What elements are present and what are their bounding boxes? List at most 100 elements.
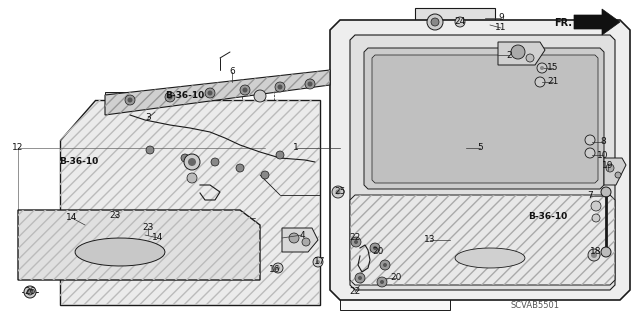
Circle shape [540, 66, 544, 70]
Polygon shape [105, 70, 330, 115]
Text: 14: 14 [152, 234, 164, 242]
Text: 24: 24 [454, 18, 466, 26]
Polygon shape [350, 195, 615, 285]
Circle shape [332, 186, 344, 198]
Circle shape [276, 266, 280, 270]
Text: 15: 15 [547, 63, 559, 72]
Circle shape [168, 94, 173, 100]
Circle shape [380, 260, 390, 270]
Polygon shape [350, 35, 615, 290]
Circle shape [354, 240, 358, 244]
Text: B-36-10: B-36-10 [59, 158, 98, 167]
Polygon shape [455, 248, 525, 268]
Circle shape [273, 263, 283, 273]
Text: FR.: FR. [554, 18, 572, 28]
Circle shape [184, 154, 200, 170]
Text: 12: 12 [12, 144, 24, 152]
Circle shape [313, 257, 323, 267]
Circle shape [601, 247, 611, 257]
Polygon shape [604, 158, 626, 185]
Text: 4: 4 [299, 231, 305, 240]
Circle shape [278, 85, 282, 90]
Circle shape [351, 237, 361, 247]
Circle shape [537, 63, 547, 73]
Circle shape [207, 91, 212, 95]
Text: 17: 17 [314, 257, 326, 266]
Text: 13: 13 [424, 235, 436, 244]
Circle shape [205, 88, 215, 98]
Circle shape [305, 79, 315, 89]
Circle shape [289, 233, 299, 243]
Bar [242, 82, 274, 110]
FancyArrowPatch shape [209, 93, 234, 97]
Bar [415, 8, 495, 36]
Polygon shape [498, 42, 545, 65]
Circle shape [591, 252, 597, 258]
Circle shape [615, 172, 621, 178]
Circle shape [243, 87, 248, 93]
Circle shape [316, 260, 320, 264]
Circle shape [377, 277, 387, 287]
Text: 11: 11 [495, 24, 507, 33]
Polygon shape [282, 228, 318, 252]
Bar [105, 92, 127, 110]
Circle shape [455, 17, 465, 27]
Circle shape [27, 289, 33, 295]
Circle shape [380, 280, 384, 284]
Text: SCVAB5501: SCVAB5501 [511, 301, 559, 310]
Circle shape [165, 92, 175, 102]
Circle shape [236, 164, 244, 172]
Circle shape [335, 189, 340, 195]
Text: 23: 23 [109, 211, 121, 219]
Text: 6: 6 [229, 68, 235, 77]
Bar [578, 193, 614, 229]
Circle shape [181, 154, 189, 162]
Text: 25: 25 [334, 188, 346, 197]
Polygon shape [75, 238, 165, 266]
Circle shape [24, 286, 36, 298]
Text: 3: 3 [145, 114, 151, 122]
Circle shape [592, 214, 600, 222]
Text: 26: 26 [24, 287, 36, 296]
Circle shape [588, 249, 600, 261]
Text: 10: 10 [597, 151, 609, 160]
Circle shape [606, 164, 614, 172]
Text: 19: 19 [602, 160, 614, 169]
Circle shape [358, 276, 362, 280]
Text: B-36-10: B-36-10 [164, 91, 204, 100]
Circle shape [127, 98, 132, 102]
Circle shape [302, 238, 310, 246]
FancyArrowPatch shape [103, 160, 161, 164]
Circle shape [526, 54, 534, 62]
Bar [340, 228, 450, 310]
Text: 22: 22 [349, 234, 360, 242]
Text: 14: 14 [67, 213, 77, 222]
Polygon shape [372, 55, 598, 183]
Text: 9: 9 [498, 13, 504, 23]
Polygon shape [364, 48, 604, 189]
Circle shape [601, 187, 611, 197]
Text: 21: 21 [547, 78, 559, 86]
Circle shape [373, 246, 377, 250]
Circle shape [276, 151, 284, 159]
Circle shape [261, 171, 269, 179]
Text: 1: 1 [293, 144, 299, 152]
Circle shape [511, 45, 525, 59]
Circle shape [275, 82, 285, 92]
Text: 18: 18 [590, 248, 602, 256]
Circle shape [307, 81, 312, 86]
Circle shape [383, 263, 387, 267]
Polygon shape [330, 20, 630, 300]
Circle shape [254, 90, 266, 102]
Text: 22: 22 [349, 287, 360, 296]
Polygon shape [18, 210, 260, 280]
Circle shape [585, 135, 595, 145]
Text: 20: 20 [372, 248, 384, 256]
Circle shape [355, 273, 365, 283]
Circle shape [146, 146, 154, 154]
Circle shape [370, 243, 380, 253]
Circle shape [427, 14, 443, 30]
Text: 23: 23 [142, 224, 154, 233]
Text: 7: 7 [587, 191, 593, 201]
Bar [168, 148, 210, 190]
